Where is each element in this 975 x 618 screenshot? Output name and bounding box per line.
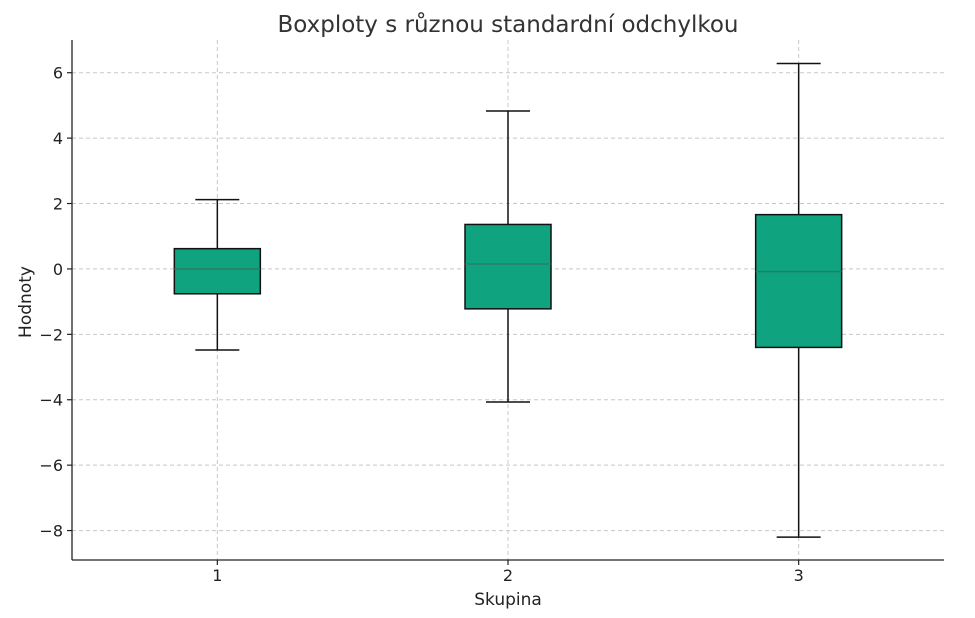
boxes-layer [173, 62, 843, 538]
x-tick-label: 3 [794, 566, 804, 585]
chart-title: Boxploty s různou standardní odchylkou [277, 11, 738, 38]
y-tick-label: −4 [39, 391, 63, 410]
y-tick-label: −2 [39, 325, 63, 344]
y-tick-label: 2 [53, 195, 63, 214]
y-tick-label: −6 [39, 456, 63, 475]
box-group-3 [754, 62, 843, 538]
y-axis-label: Hodnoty [16, 266, 36, 338]
x-axis-label: Skupina [474, 590, 542, 610]
y-tick-label: 6 [53, 64, 63, 83]
iqr-box [754, 213, 843, 349]
iqr-box [464, 223, 552, 310]
x-tick-label: 1 [212, 566, 222, 585]
iqr-box [173, 247, 262, 295]
y-tick-label: −8 [39, 522, 63, 541]
y-tick-label: 0 [53, 260, 63, 279]
box-group-2 [464, 110, 552, 403]
y-tick-label: 4 [53, 129, 63, 148]
box-group-1 [173, 198, 262, 351]
tick-labels: 6 4 2 0 −2 −4 −6 −8 1 2 3 [39, 64, 803, 585]
x-tick-label: 2 [503, 566, 513, 585]
